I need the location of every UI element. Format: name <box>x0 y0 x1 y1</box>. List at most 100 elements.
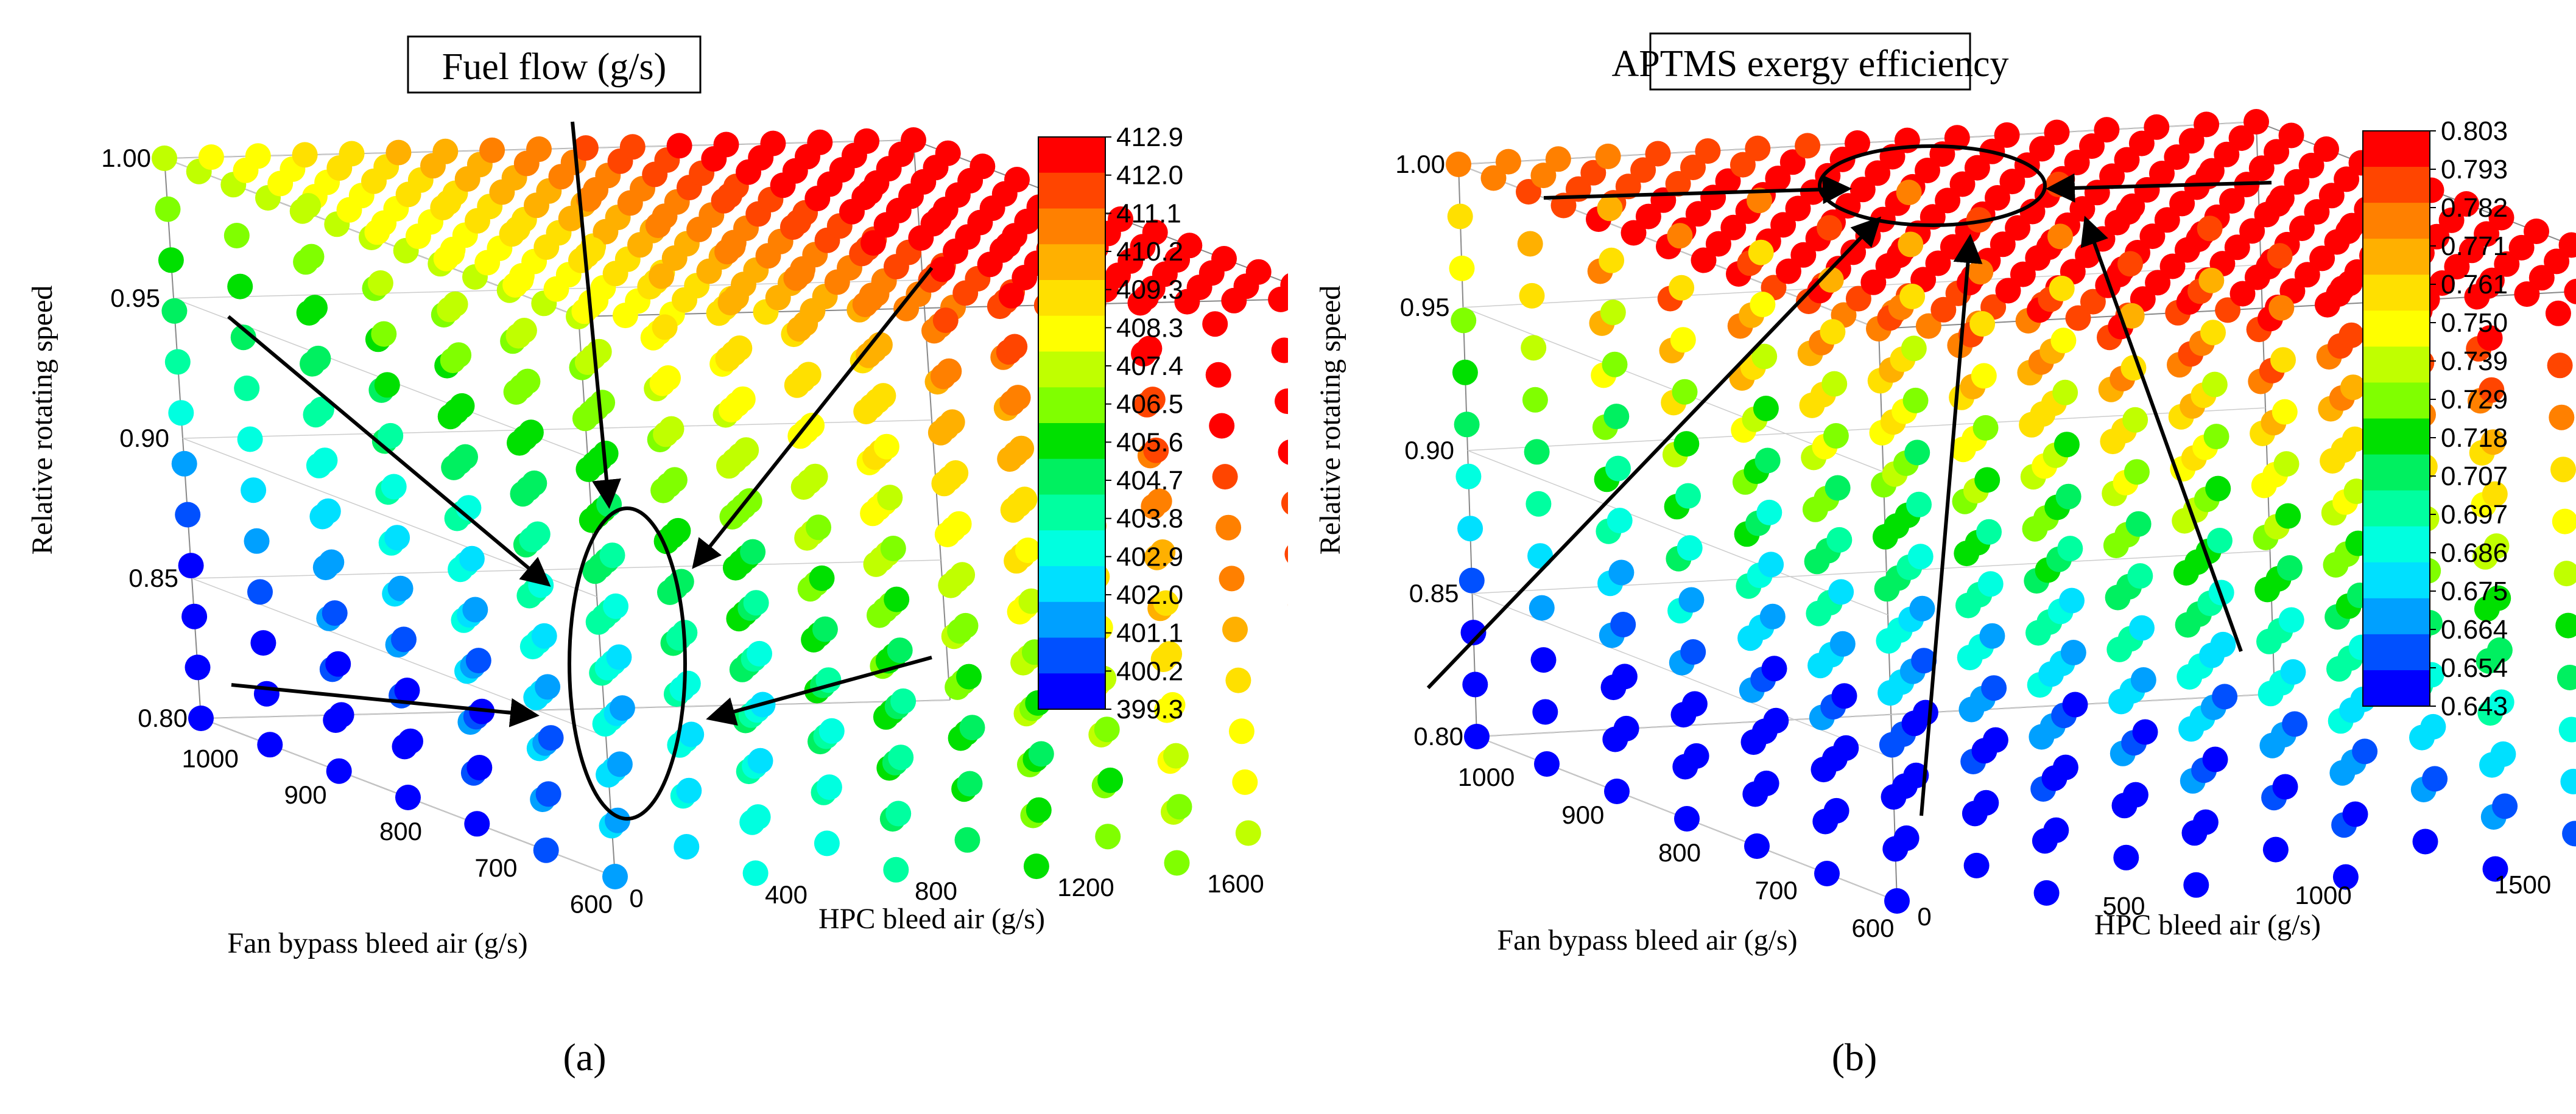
data-point <box>158 247 184 273</box>
data-point <box>2079 133 2105 159</box>
data-point <box>1271 337 1288 363</box>
colorbar-label: 402.0 <box>1116 580 1183 610</box>
data-point <box>723 284 749 310</box>
data-point <box>1680 155 1706 180</box>
data-point <box>807 129 833 155</box>
data-point <box>367 270 393 296</box>
data-point <box>2094 117 2120 143</box>
data-point <box>1222 617 1248 642</box>
colorbar-label: 412.9 <box>1116 122 1183 152</box>
data-point <box>1245 259 1272 285</box>
data-point <box>1532 699 1558 725</box>
data-point <box>675 670 701 696</box>
data-point <box>2282 711 2308 737</box>
data-point <box>1108 206 1133 232</box>
data-point <box>2444 254 2470 280</box>
annotations <box>1426 144 2272 816</box>
data-point <box>1999 169 2025 195</box>
data-point <box>2206 528 2233 553</box>
x-tick-label: 600 <box>570 890 613 919</box>
data-point <box>1028 741 1054 767</box>
data-point <box>1831 683 1857 709</box>
data-point <box>318 549 345 575</box>
data-point <box>743 590 769 616</box>
data-point <box>385 139 412 166</box>
colorbar-label: 0.793 <box>2441 155 2508 184</box>
data-point <box>2474 221 2500 247</box>
data-point <box>816 774 842 800</box>
colorbar-swatch <box>2363 598 2430 635</box>
data-point <box>2005 215 2031 241</box>
data-point <box>1610 612 1636 637</box>
colorbar-label: 0.761 <box>2441 270 2508 300</box>
data-point <box>387 575 413 601</box>
z-tick-label: 0.95 <box>1400 293 1450 321</box>
data-point <box>2178 128 2205 154</box>
data-point <box>2201 371 2228 398</box>
data-point <box>717 183 742 209</box>
data-point <box>2544 248 2570 275</box>
colorbar-label: 0.771 <box>2441 231 2508 261</box>
data-point <box>792 310 818 337</box>
colorbar-label: 410.2 <box>1116 237 1183 267</box>
data-point <box>1611 664 1638 690</box>
data-point <box>1972 415 1999 441</box>
data-point <box>1094 716 1120 743</box>
data-point <box>2479 377 2505 403</box>
data-point <box>2270 347 2296 373</box>
data-point <box>1964 155 1990 181</box>
data-point <box>1685 201 1711 227</box>
data-point <box>1095 824 1121 850</box>
data-point <box>713 131 739 158</box>
data-point <box>1669 275 1695 301</box>
data-point <box>952 612 979 639</box>
colorbar-swatch <box>2363 526 2430 563</box>
colorbar-label: 402.9 <box>1116 542 1183 572</box>
data-point <box>245 143 271 169</box>
colorbar-label: 408.3 <box>1116 313 1183 343</box>
data-point <box>2420 713 2446 740</box>
data-point <box>1979 623 2005 649</box>
data-point <box>1160 692 1186 718</box>
data-point <box>1695 138 1721 164</box>
data-point <box>1915 158 1940 183</box>
data-point <box>1790 242 1817 268</box>
data-point <box>446 342 472 368</box>
data-point <box>464 811 490 837</box>
data-point <box>535 674 561 700</box>
data-point <box>1673 431 1700 457</box>
data-point <box>2276 555 2303 581</box>
data-point <box>1995 278 2021 304</box>
data-point <box>2483 533 2510 559</box>
data-point <box>394 678 420 704</box>
title-box <box>407 35 702 94</box>
data-point <box>1909 595 1935 622</box>
data-point <box>2049 275 2075 301</box>
data-point <box>1814 861 1840 886</box>
data-point <box>1911 648 1937 674</box>
data-point <box>995 232 1021 258</box>
data-point <box>2200 320 2226 346</box>
data-point <box>459 545 485 572</box>
data-point <box>325 651 351 677</box>
data-point <box>2047 223 2073 250</box>
data-point <box>2278 122 2304 149</box>
data-point <box>312 447 338 474</box>
data-point <box>1012 486 1038 513</box>
data-point <box>1670 327 1696 353</box>
data-point <box>2494 251 2520 277</box>
data-point <box>2480 429 2506 455</box>
colorbar-swatch <box>1038 387 1105 424</box>
data-point <box>586 338 612 365</box>
data-point <box>946 511 972 537</box>
y-tick-label: 1600 <box>1207 869 1264 898</box>
data-point <box>854 128 880 154</box>
data-point <box>257 732 283 758</box>
data-point <box>2228 125 2254 151</box>
data-point <box>812 616 838 642</box>
data-point <box>1177 233 1203 259</box>
data-point <box>223 223 250 248</box>
data-point <box>655 365 681 391</box>
colorbar-label: 0.707 <box>2441 461 2508 491</box>
data-point <box>521 470 547 496</box>
